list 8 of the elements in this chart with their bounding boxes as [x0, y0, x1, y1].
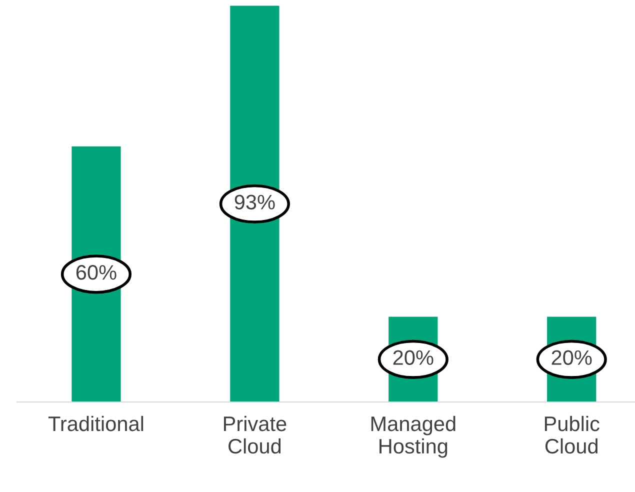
data-label: 20% — [393, 350, 434, 365]
x-tick-label: Private Cloud — [224, 416, 286, 454]
data-label: 93% — [234, 194, 275, 210]
x-tick-label: Managed Hosting — [371, 416, 456, 458]
data-label: 20% — [552, 350, 592, 365]
x-tick-label: Public Cloud — [544, 416, 600, 454]
data-label: 60% — [76, 265, 116, 280]
x-tick-label: Traditional — [48, 416, 144, 432]
